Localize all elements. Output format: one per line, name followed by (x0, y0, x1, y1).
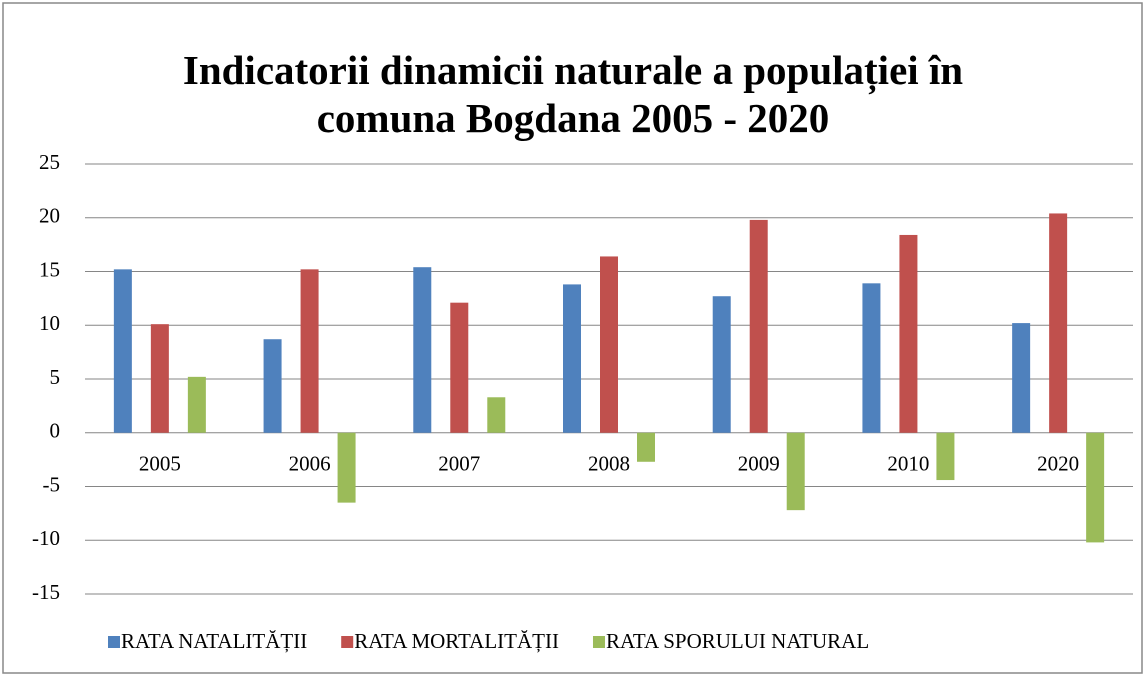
y-tick-label: 25 (39, 150, 60, 174)
y-tick-label: 20 (39, 204, 60, 228)
bar (936, 432, 955, 481)
bar (563, 284, 581, 433)
bar (450, 302, 469, 433)
x-tick-label: 2008 (588, 452, 630, 476)
bar (113, 269, 132, 433)
x-tick-label: 2010 (887, 452, 929, 476)
y-tick-label: -5 (43, 472, 61, 496)
bar (749, 219, 768, 433)
y-tick-label: 10 (39, 311, 60, 335)
legend-label: RATA MORTALITĂȚII (354, 629, 559, 653)
x-tick-label: 2009 (738, 452, 780, 476)
bar (187, 376, 206, 433)
bar (600, 256, 618, 433)
bar (637, 432, 655, 462)
x-tick-label: 2020 (1037, 452, 1079, 476)
chart-title: Indicatorii dinamicii naturale a populaț… (182, 47, 964, 141)
bar (1012, 323, 1031, 433)
bar (263, 339, 282, 433)
x-tick-label: 2006 (289, 452, 331, 476)
legend-label: RATA NATALITĂȚII (121, 629, 307, 653)
bar (786, 432, 805, 511)
bar (1086, 432, 1105, 543)
x-tick-label: 2005 (139, 452, 181, 476)
bar (712, 296, 731, 433)
bar (1049, 213, 1068, 433)
y-tick-label: 0 (50, 419, 61, 443)
bar (300, 269, 319, 433)
bar (150, 324, 169, 433)
y-tick-label: -15 (32, 580, 60, 604)
bar (862, 283, 881, 433)
x-tick-label: 2007 (438, 452, 480, 476)
legend-swatch (341, 636, 354, 648)
bar (487, 397, 506, 433)
y-tick-label: 5 (50, 365, 61, 389)
bar (413, 267, 432, 433)
legend-swatch (592, 636, 605, 648)
bar (899, 234, 918, 433)
legend-swatch (108, 636, 120, 648)
legend-label: RATA SPORULUI NATURAL (606, 629, 869, 653)
y-tick-label: -10 (32, 526, 60, 550)
y-tick-label: 15 (39, 257, 60, 281)
bar (337, 432, 356, 503)
